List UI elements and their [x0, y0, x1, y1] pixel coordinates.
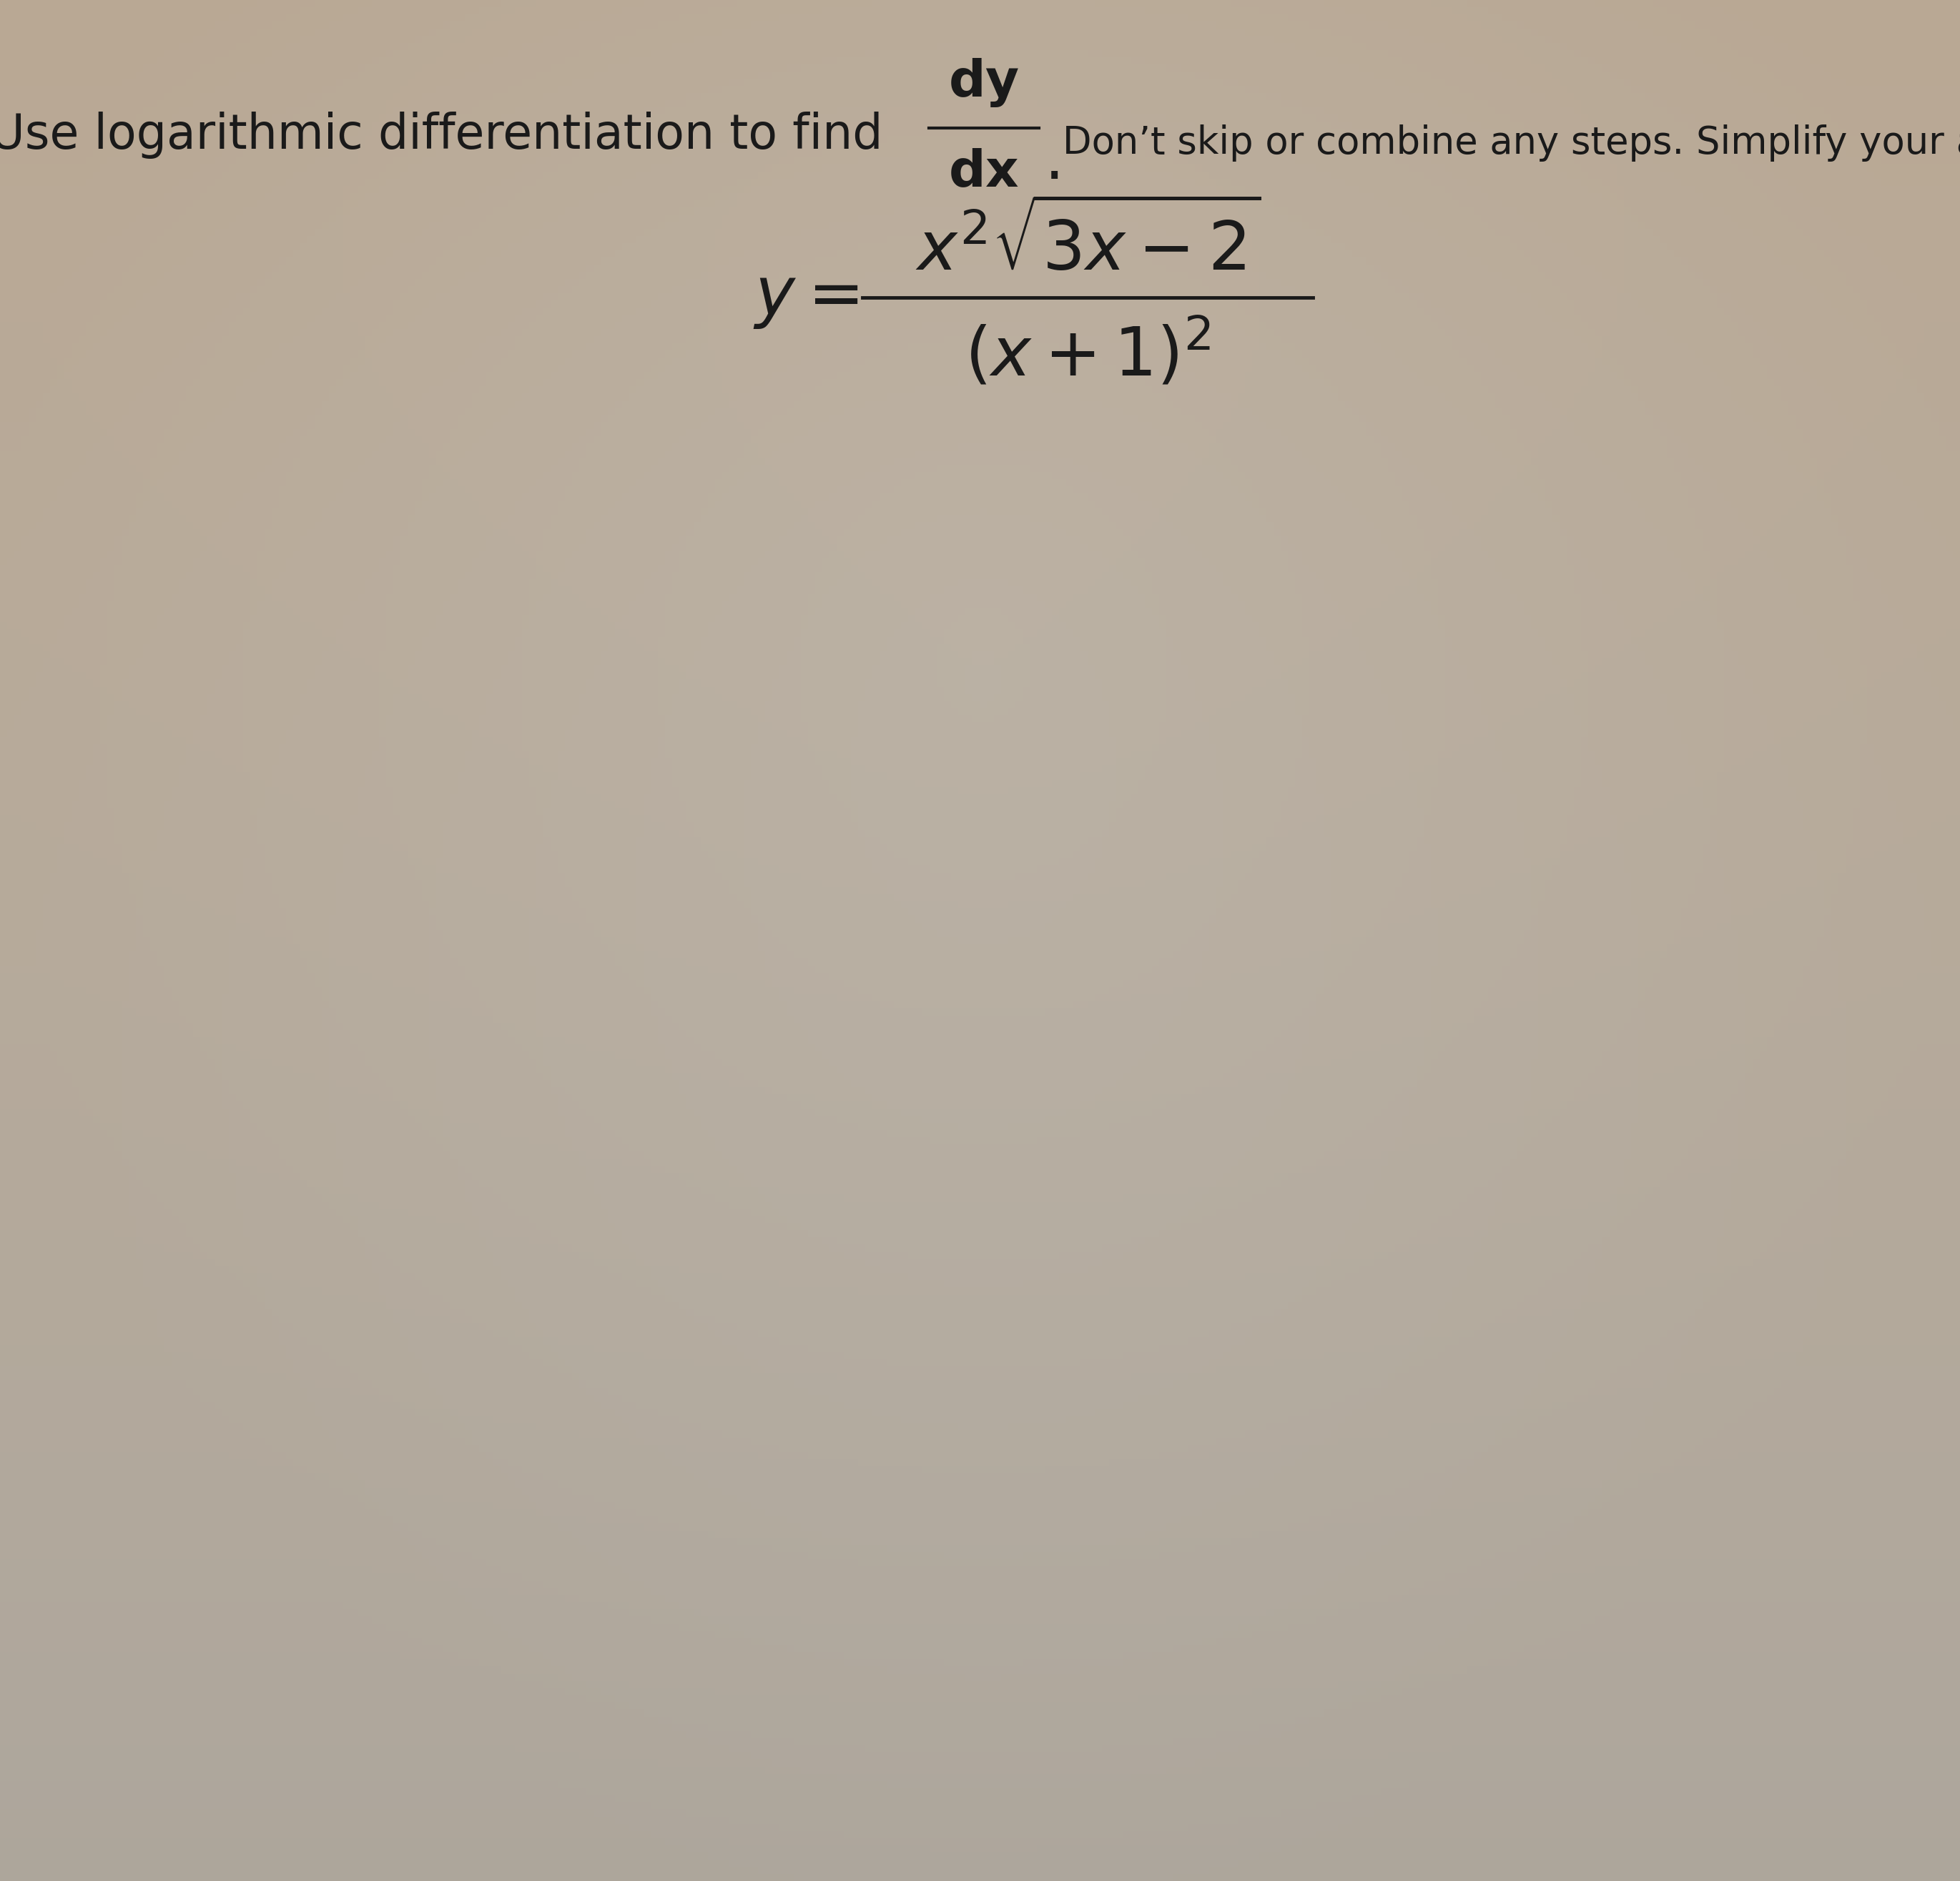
Text: $\mathbf{dx}$: $\mathbf{dx}$	[949, 149, 1019, 198]
Text: $\mathbf{dy}$: $\mathbf{dy}$	[949, 56, 1019, 109]
Text: $(x+1)^2$: $(x+1)^2$	[964, 318, 1211, 389]
Text: $x^2\sqrt{3x-2}$: $x^2\sqrt{3x-2}$	[915, 203, 1260, 286]
Text: Use logarithmic differentiation to find: Use logarithmic differentiation to find	[0, 111, 882, 160]
Text: $y =$: $y =$	[753, 265, 858, 329]
Text: .: .	[1045, 132, 1064, 192]
Text: Don’t skip or combine any steps. Simplify your ans: Don’t skip or combine any steps. Simplif…	[1062, 124, 1960, 162]
